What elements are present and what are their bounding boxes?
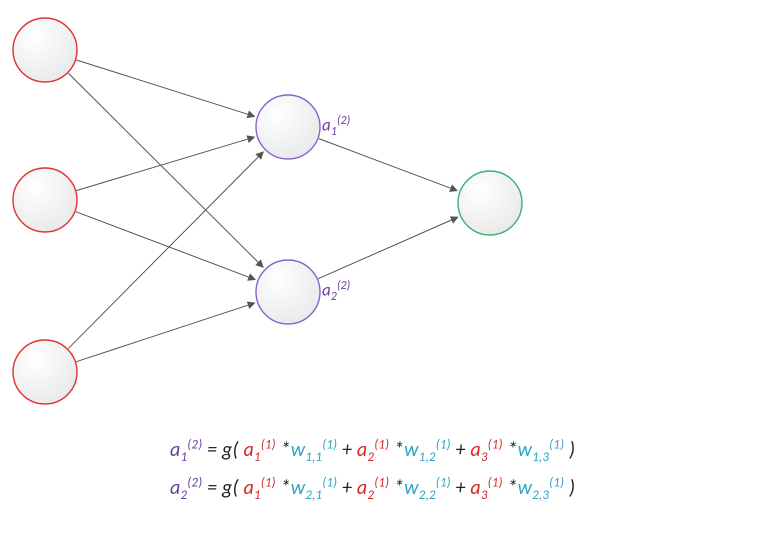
node-i2 <box>13 168 77 232</box>
eq-text: ) <box>564 476 575 500</box>
eq-symbol: w1,2(1) <box>404 438 451 462</box>
eq-symbol: a3(1) <box>470 476 502 500</box>
eq-text: * <box>276 438 291 462</box>
eq-symbol: a1(1) <box>243 438 275 462</box>
eq-symbol: w1,3(1) <box>518 438 565 462</box>
eq-symbol: a1(2) <box>170 438 202 462</box>
eq-symbol: a2(2) <box>170 476 202 500</box>
edge-h2-o1 <box>318 217 458 279</box>
node-label-h1: a1(2) <box>322 115 350 138</box>
eq-symbol: a2(1) <box>357 438 389 462</box>
equation-2: a2(2) = g( a1(1) *w2,1(1) + a2(1) *w2,2(… <box>170 470 760 508</box>
edge-i2-h1 <box>77 137 255 190</box>
eq-text: + <box>337 438 357 462</box>
node-h1 <box>256 95 320 159</box>
eq-text: * <box>389 476 404 500</box>
eq-text: + <box>451 438 471 462</box>
eq-text: * <box>503 438 518 462</box>
edge-h1-o1 <box>319 139 457 191</box>
eq-symbol: w2,2(1) <box>404 476 451 500</box>
eq-symbol: a1(1) <box>243 476 275 500</box>
equation-1: a1(2) = g( a1(1) *w1,1(1) + a2(1) *w1,2(… <box>170 432 760 470</box>
edge-i2-h2 <box>76 212 255 280</box>
eq-text: * <box>503 476 518 500</box>
eq-text: + <box>451 476 471 500</box>
node-label-h2: a2(2) <box>322 280 350 303</box>
eq-text: + <box>337 476 357 500</box>
eq-text: = g( <box>202 438 243 462</box>
eq-text: ) <box>564 438 575 462</box>
node-i1 <box>13 18 77 82</box>
edge-i3-h1 <box>68 152 263 349</box>
eq-symbol: w2,1(1) <box>291 476 338 500</box>
node-o1 <box>458 171 522 235</box>
eq-symbol: w1,1(1) <box>291 438 338 462</box>
equations-block: a1(2) = g( a1(1) *w1,1(1) + a2(1) *w1,2(… <box>170 432 760 508</box>
eq-text: * <box>276 476 291 500</box>
eq-text: * <box>389 438 404 462</box>
eq-symbol: a2(1) <box>357 476 389 500</box>
eq-symbol: w2,3(1) <box>518 476 565 500</box>
eq-text: = g( <box>202 476 243 500</box>
edge-i3-h2 <box>76 303 254 362</box>
diagram-canvas: { "diagram": { "type": "network", "canva… <box>0 0 777 534</box>
eq-symbol: a3(1) <box>470 438 502 462</box>
node-h2 <box>256 260 320 324</box>
node-i3 <box>13 340 77 404</box>
edge-i1-h2 <box>68 73 263 267</box>
